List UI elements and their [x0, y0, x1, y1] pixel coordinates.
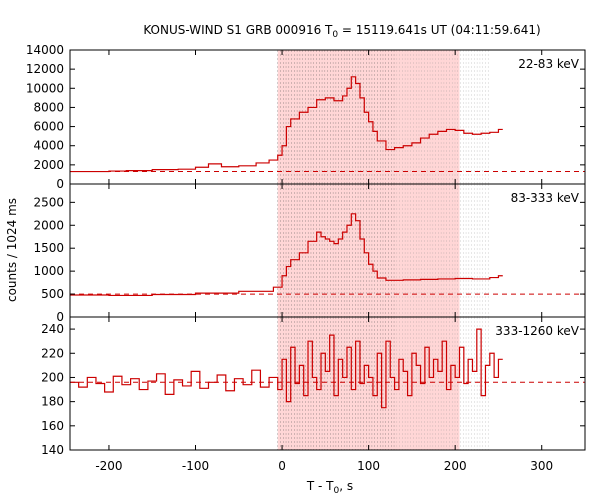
y-axis-label: counts / 1024 ms: [5, 198, 19, 302]
y-tick-label: 500: [41, 287, 64, 301]
y-tick-label: 14000: [26, 43, 64, 57]
y-tick-label: 6000: [33, 120, 64, 134]
y-tick-label: 1500: [33, 241, 64, 255]
light-curve-series: [70, 213, 503, 297]
y-tick-label: 2000: [33, 158, 64, 172]
y-tick-label: 2000: [33, 218, 64, 232]
y-tick-label: 12000: [26, 62, 64, 76]
burst-interval-shade: [277, 184, 460, 317]
x-tick-label: -200: [95, 459, 122, 473]
y-tick-label: 4000: [33, 139, 64, 153]
chart-title-main: KONUS-WIND S1 GRB 000916 T: [143, 23, 333, 37]
x-tick-label: 0: [278, 459, 286, 473]
light-curve-series: [70, 76, 503, 173]
panel-3: 140 160 180 200 220 240 -200 -100 0 100 200 300 333-…: [41, 316, 586, 473]
y-tick-label: 0: [56, 177, 64, 191]
y-tick-label: 160: [41, 419, 64, 433]
light-curve-series: [70, 328, 503, 409]
x-tick-label: 200: [444, 459, 467, 473]
energy-band-label: 333-1260 keV: [495, 324, 579, 338]
y-tick-label: 240: [41, 322, 64, 336]
y-tick-label: 140: [41, 443, 64, 457]
x-tick-label: 300: [530, 459, 553, 473]
chart-title-rest: = 15119.641s UT (04:11:59.641): [338, 23, 541, 37]
y-tick-label: 180: [41, 395, 64, 409]
x-axis-label: T - T0, s: [306, 479, 353, 496]
y-tick-label: 220: [41, 346, 64, 360]
y-tick-label: 10000: [26, 81, 64, 95]
panel-1: 0 2000 4000 6000 8000 10000 12000 14000 22-83 ke…: [26, 43, 586, 191]
x-axis-label-subscript: 0: [334, 486, 340, 496]
energy-band-label: 83-333 keV: [511, 191, 580, 205]
chart-title-subscript: 0: [332, 30, 338, 40]
y-tick-label: 1000: [33, 264, 64, 278]
y-tick-label: 0: [56, 310, 64, 324]
y-tick-label: 200: [41, 370, 64, 384]
x-tick-label: -100: [182, 459, 209, 473]
y-tick-label: 2500: [33, 195, 64, 209]
burst-interval-shade: [277, 317, 460, 450]
panel-2: 0 500 1000 1500 2000 2500 83-333 keV: [33, 183, 586, 324]
x-axis-label-rest: , s: [339, 479, 353, 493]
chart-title: KONUS-WIND S1 GRB 000916 T0 = 15119.641s…: [143, 23, 540, 40]
x-tick-label: 100: [357, 459, 380, 473]
panel-frame: [69, 316, 586, 451]
energy-band-label: 22-83 keV: [518, 57, 580, 71]
y-tick-label: 8000: [33, 100, 64, 114]
x-axis-label-main: T - T: [306, 479, 334, 493]
